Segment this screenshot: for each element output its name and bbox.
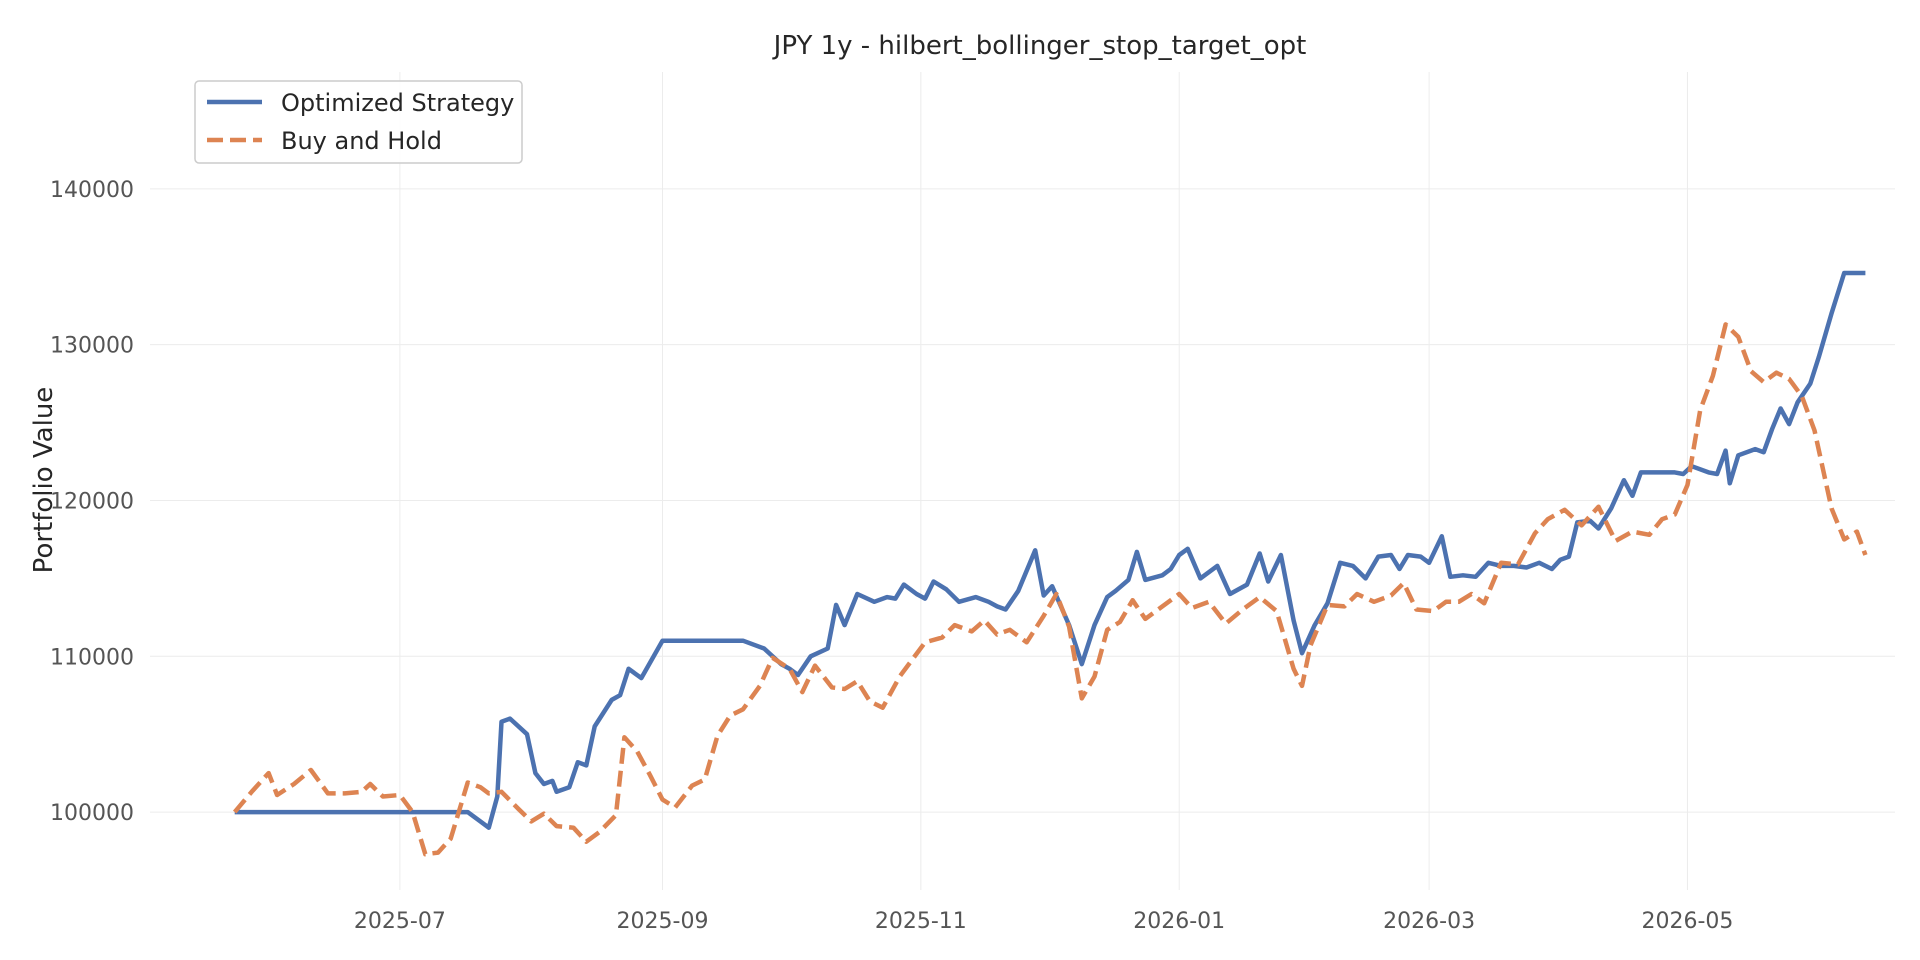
- x-tick-label: 2025-07: [354, 909, 446, 934]
- y-tick-label: 100000: [50, 801, 134, 826]
- chart-title: JPY 1y - hilbert_bollinger_stop_target_o…: [772, 31, 1307, 61]
- x-tick-label: 2025-11: [875, 909, 967, 934]
- y-tick-label: 120000: [50, 489, 134, 514]
- series: [232, 270, 1868, 857]
- axis-ticks: 100000 110000 120000 130000 140000 2025-07 202…: [50, 178, 1733, 934]
- x-tick-label: 2026-01: [1133, 909, 1225, 934]
- legend-box: [194, 80, 523, 164]
- x-tick-label: 2026-05: [1642, 909, 1734, 934]
- x-tick-label: 2025-09: [617, 909, 709, 934]
- legend-label-optimized-strategy: Optimized Strategy: [281, 89, 514, 117]
- series-line-buy-and-hold: [232, 322, 1868, 857]
- y-tick-label: 110000: [50, 645, 134, 670]
- legend: Optimized Strategy Buy and Hold: [194, 80, 523, 164]
- y-axis-label: Portfolio Value: [29, 387, 59, 574]
- series-line-optimized-strategy: [234, 270, 1866, 830]
- grid: [150, 72, 1895, 890]
- y-tick-label: 130000: [50, 334, 134, 359]
- x-tick-label: 2026-03: [1383, 909, 1475, 934]
- legend-label-buy-and-hold: Buy and Hold: [281, 127, 442, 155]
- y-tick-label: 140000: [50, 178, 134, 203]
